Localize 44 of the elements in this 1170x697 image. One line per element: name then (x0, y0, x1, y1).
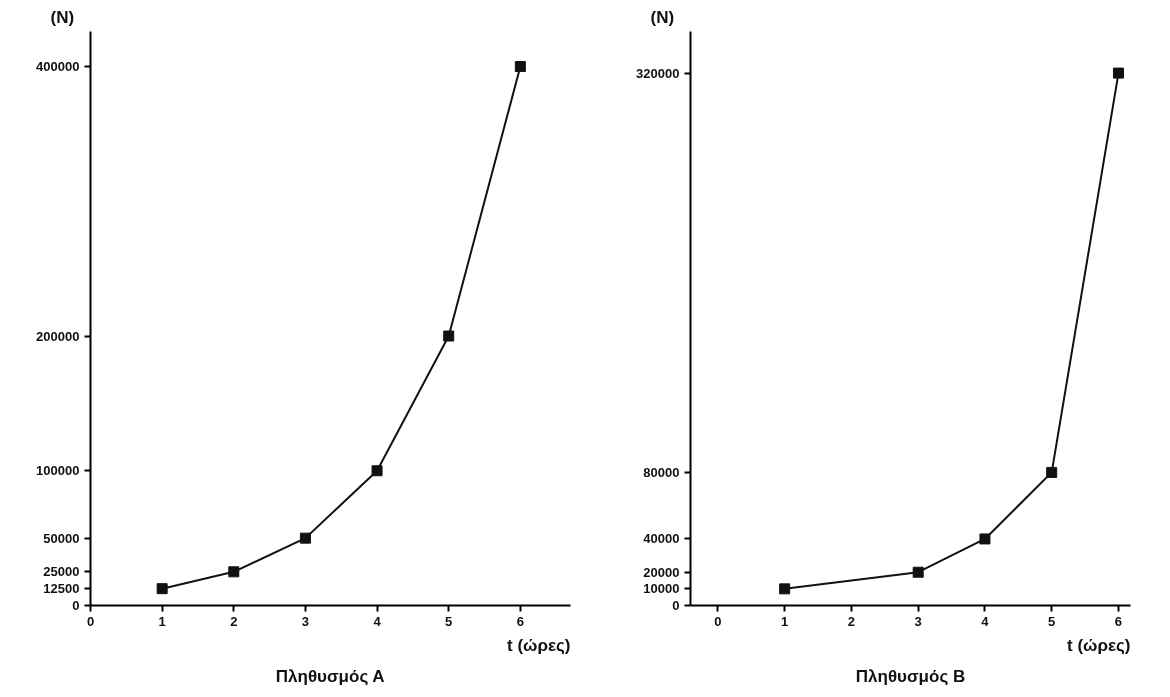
y-tick-label: 12500 (43, 581, 80, 597)
y-axis-title: (N) (50, 7, 75, 27)
point (779, 583, 791, 595)
point (371, 465, 383, 477)
point (156, 583, 168, 595)
x-axis-title: t (ώρες) (507, 635, 571, 655)
y-tick-label: 25000 (43, 564, 80, 580)
point (443, 330, 455, 342)
y-tick-label: 320000 (636, 65, 680, 81)
x-tick-label: 2 (230, 613, 238, 629)
y-tick-label: 400000 (36, 59, 80, 75)
x-tick-label: 3 (301, 613, 310, 629)
point (1046, 466, 1058, 478)
point (979, 533, 991, 545)
y-tick-label: 10000 (643, 581, 680, 597)
y-tick-label: 0 (72, 598, 80, 613)
x-tick-label: 5 (445, 613, 453, 629)
y-tick-label: 200000 (36, 328, 80, 344)
x-tick-label: 1 (158, 613, 166, 629)
x-tick-label: 4 (373, 613, 382, 629)
x-tick-label: 6 (1114, 613, 1123, 629)
x-tick-label: 0 (714, 613, 722, 629)
point (1112, 67, 1124, 79)
x-tick-label: 0 (86, 613, 95, 629)
y-tick-label: 0 (672, 598, 680, 613)
point (299, 532, 311, 544)
y-axis-title: (N) (650, 7, 675, 27)
y-tick-label: 50000 (43, 530, 80, 546)
x-tick-label: 2 (847, 613, 856, 629)
x-tick-label: 6 (516, 613, 524, 629)
point (228, 566, 240, 578)
point (912, 566, 924, 578)
y-tick-label: 80000 (643, 464, 680, 480)
text: Πληθυσμός Β (855, 666, 966, 686)
x-tick-label: 1 (781, 613, 789, 629)
point (514, 61, 526, 73)
y-tick-label: 40000 (643, 531, 680, 547)
y-tick-label: 100000 (36, 463, 80, 479)
x-tick-label: 4 (981, 613, 990, 629)
x-tick-label: 5 (1048, 613, 1056, 629)
x-axis-title: t (ώρες) (1067, 635, 1131, 655)
x-tick-label: 3 (914, 613, 922, 629)
y-tick-label: 20000 (643, 564, 680, 580)
text: Πληθυσμός Α (275, 666, 385, 686)
